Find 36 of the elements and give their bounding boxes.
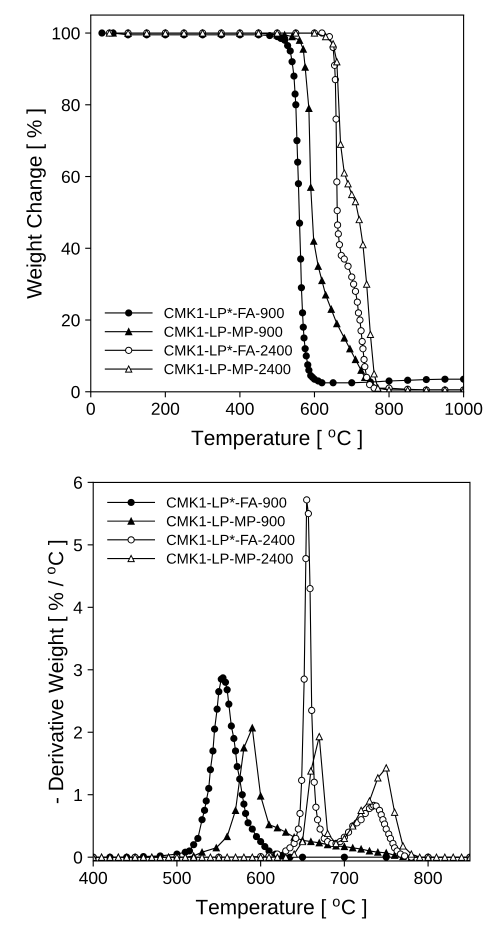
y-tick-label: 2 bbox=[74, 726, 82, 739]
y-tick-label: 100 bbox=[52, 27, 80, 40]
y-tick-label: 0 bbox=[74, 851, 82, 864]
x-tick-label: 200 bbox=[152, 402, 180, 415]
legend-label: CMK1-LP-MP-2400 bbox=[164, 364, 290, 374]
legend-label: CMK1-LP*-FA-900 bbox=[164, 308, 284, 318]
y-tick-label: 80 bbox=[62, 98, 80, 112]
x-tick-label: 400 bbox=[226, 402, 254, 415]
legend-label: CMK1-LP*-FA-2400 bbox=[166, 534, 294, 546]
y-tick-label: 5 bbox=[74, 539, 82, 552]
y-axis-title: - Derivative Weight [ % / $^{o}$C ] bbox=[48, 540, 68, 804]
y-tick-label: 0 bbox=[71, 386, 80, 398]
y-tick-label: 20 bbox=[62, 314, 80, 326]
x-tick-label: 500 bbox=[163, 872, 191, 884]
x-tick-label: 800 bbox=[414, 872, 442, 884]
y-tick-label: 4 bbox=[74, 602, 82, 614]
y-tick-label: 40 bbox=[61, 242, 80, 255]
legend-label: CMK1-LP-MP-2400 bbox=[166, 553, 293, 564]
x-tick-label: 600 bbox=[300, 402, 328, 415]
legend-label: CMK1-LP-MP-900 bbox=[164, 326, 282, 337]
legend-label: CMK1-LP-MP-900 bbox=[166, 516, 285, 526]
y-tick-label: 3 bbox=[74, 664, 82, 676]
x-tick-label: 800 bbox=[375, 402, 403, 415]
y-axis-title: Weight Change [ % ] bbox=[26, 110, 46, 299]
legend-label: CMK1-LP*-FA-2400 bbox=[164, 345, 292, 356]
x-tick-label: 1000 bbox=[446, 402, 482, 415]
x-axis-title: Temperature [ $^{o}$C ] bbox=[196, 898, 366, 919]
x-tick-label: 0 bbox=[86, 402, 95, 415]
x-tick-label: 600 bbox=[247, 872, 274, 884]
legend-label: CMK1-LP*-FA-900 bbox=[166, 497, 286, 508]
y-tick-label: 6 bbox=[74, 476, 82, 489]
y-tick-label: 1 bbox=[74, 789, 82, 802]
x-tick-label: 400 bbox=[79, 872, 108, 884]
y-tick-label: 60 bbox=[62, 170, 80, 183]
x-tick-label: 700 bbox=[330, 872, 358, 884]
x-axis-title: Temperature [ $^{o}$C ] bbox=[192, 429, 362, 450]
